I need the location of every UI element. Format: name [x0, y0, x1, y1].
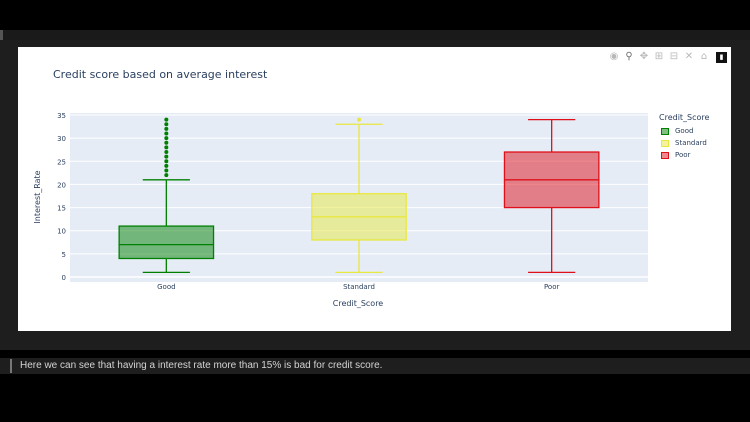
pan-icon[interactable]: ✥ [639, 51, 649, 62]
legend-item-poor[interactable]: Poor [659, 149, 709, 161]
y-tick-label: 35 [57, 112, 66, 120]
outlier-point [164, 140, 169, 145]
y-tick-label: 15 [57, 205, 66, 213]
x-tick-label: Standard [343, 283, 375, 291]
plotly-logo-icon[interactable]: ▮ [716, 51, 727, 63]
cell-marker [0, 30, 3, 40]
y-tick-label: 10 [57, 228, 66, 236]
y-tick-label: 25 [57, 158, 66, 166]
markdown-text: Here we can see that having a interest r… [20, 360, 383, 371]
markdown-cell [0, 358, 750, 374]
box-plot: 0 5 10 15 20 25 30 35 Good Standard Poor Interest… [33, 112, 648, 308]
y-tick-label: 0 [62, 274, 66, 282]
outlier-point [164, 131, 169, 136]
outlier-point [164, 150, 169, 155]
outlier-point [357, 117, 361, 122]
autoscale-icon[interactable]: ✕ [684, 51, 694, 62]
legend-item-standard[interactable]: Standard [659, 137, 709, 149]
reset-axes-icon[interactable]: ⌂ [700, 51, 708, 62]
legend-label: Standard [675, 139, 707, 147]
y-axis-label: Interest_Rate [33, 170, 42, 223]
outlier-point [164, 154, 169, 159]
plot-output: ◉ ⚲ ✥ ⊞ ⊟ ✕ ⌂ ▮ Credit score based on av… [18, 47, 731, 331]
zoom-icon[interactable]: ⚲ [625, 51, 633, 62]
y-tick-label: 5 [62, 251, 66, 259]
modebar: ◉ ⚲ ✥ ⊞ ⊟ ✕ ⌂ ▮ [608, 50, 727, 64]
outlier-point [164, 145, 169, 150]
markdown-cell-marker [10, 359, 12, 373]
outlier-point [164, 173, 169, 178]
x-axis-label: Credit_Score [333, 299, 384, 308]
legend-item-good[interactable]: Good [659, 125, 709, 137]
box-poor [503, 118, 600, 274]
zoom-out-icon[interactable]: ⊟ [669, 51, 679, 62]
legend-swatch [661, 139, 669, 147]
chart-title: Credit score based on average interest [53, 68, 268, 81]
box-standard [311, 117, 407, 274]
outlier-point [164, 117, 169, 122]
x-tick-label: Good [157, 283, 175, 291]
legend-label: Poor [675, 151, 691, 159]
legend-title: Credit_Score [659, 113, 710, 122]
y-tick-label: 30 [57, 135, 66, 143]
legend-swatch [661, 151, 669, 159]
outlier-point [164, 136, 169, 141]
outlier-point [164, 163, 169, 168]
y-tick-label: 20 [57, 181, 66, 189]
outlier-point [164, 122, 169, 127]
outlier-point [164, 159, 169, 164]
top-bar [0, 30, 750, 40]
legend-label: Good [675, 127, 694, 135]
legend: Credit_Score Good Standard Poor [659, 113, 709, 161]
x-tick-label: Poor [544, 283, 560, 291]
zoom-in-icon[interactable]: ⊞ [654, 51, 664, 62]
box-iqr [118, 225, 215, 260]
outlier-point [164, 168, 169, 173]
bottom-bar [0, 391, 750, 422]
outlier-point [164, 126, 169, 131]
box-good [118, 117, 215, 274]
legend-swatch [661, 127, 669, 135]
camera-icon[interactable]: ◉ [609, 51, 619, 62]
